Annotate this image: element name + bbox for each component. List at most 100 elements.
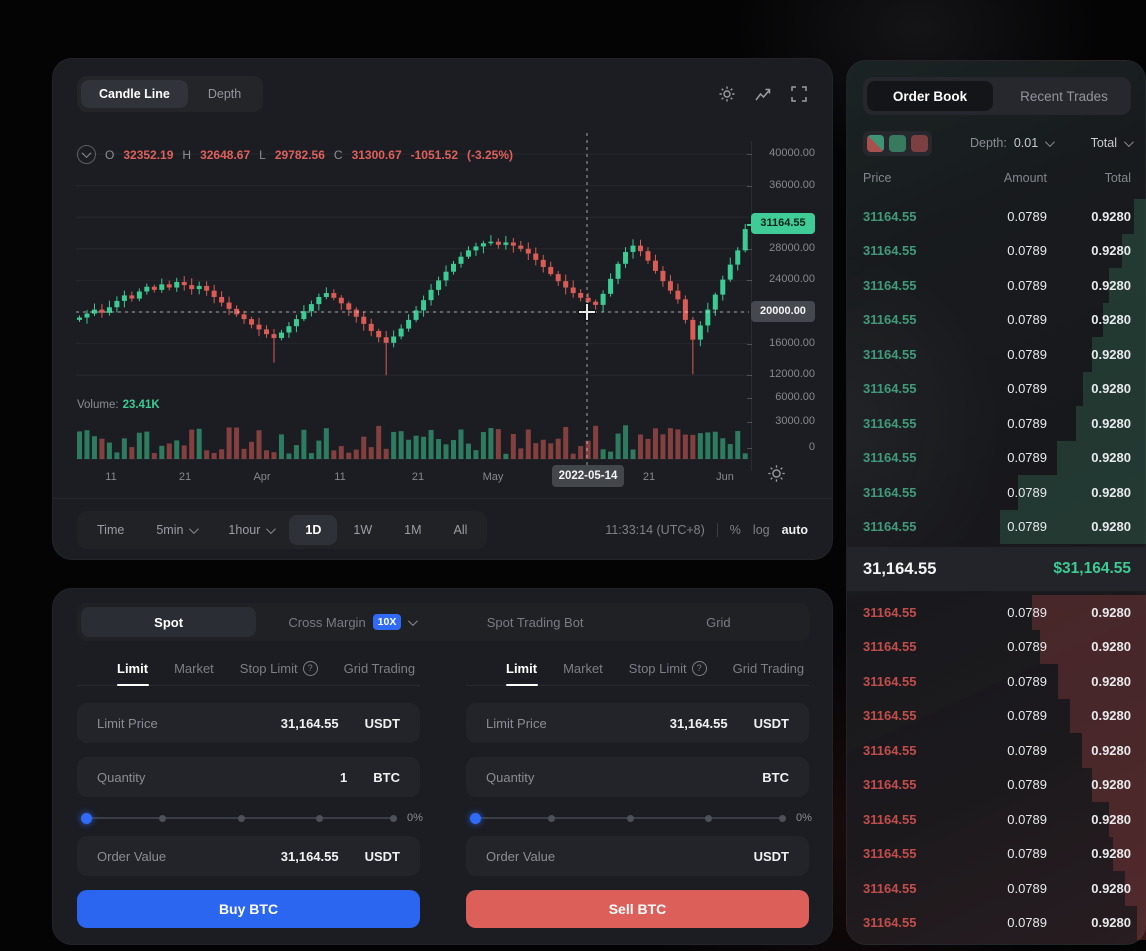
tab-market[interactable]: Market [563, 660, 603, 676]
tab-stop-limit[interactable]: Stop Limit? [240, 651, 318, 685]
tab-spot[interactable]: Spot [81, 607, 257, 637]
ask-price: 31164.55 [863, 450, 917, 466]
depth-bar [1057, 440, 1146, 475]
bid-total: 0.9280 [1091, 915, 1131, 931]
amount-slider[interactable] [470, 811, 786, 825]
bid-amount: 0.0789 [1007, 846, 1047, 862]
slider-handle[interactable] [470, 812, 481, 824]
ask-total: 0.9280 [1091, 415, 1131, 431]
sun-icon[interactable] [767, 464, 786, 488]
ask-total: 0.9280 [1091, 450, 1131, 466]
ask-row[interactable]: 31164.55 0.0789 0.9280 [847, 406, 1146, 441]
amount-slider[interactable] [81, 811, 397, 825]
bid-row[interactable]: 31164.55 0.0789 0.9280 [847, 802, 1146, 837]
limit-price-field[interactable]: Limit Price 31,164.55 USDT [77, 703, 420, 743]
tf-5min-dropdown[interactable]: 5min [140, 515, 212, 545]
bid-price: 31164.55 [863, 604, 917, 620]
divider [716, 523, 718, 537]
bids-list: 31164.55 0.0789 0.9280 31164.55 0.0789 0… [847, 595, 1146, 940]
last-price: 31,164.55 [863, 559, 937, 578]
ask-row[interactable]: 31164.55 0.0789 0.9280 [847, 233, 1146, 268]
bid-total: 0.9280 [1091, 708, 1131, 724]
tf-time[interactable]: Time [97, 523, 125, 537]
bid-price: 31164.55 [863, 811, 917, 827]
bid-row[interactable]: 31164.55 0.0789 0.9280 [847, 733, 1146, 768]
quantity-field[interactable]: Quantity 1 BTC [77, 757, 420, 797]
depth-bar [1076, 406, 1146, 441]
ask-amount: 0.0789 [1007, 208, 1047, 224]
total-select[interactable]: Total [1091, 136, 1134, 150]
split-view-icon[interactable] [867, 134, 884, 152]
tab-grid-trading[interactable]: Grid Trading [343, 660, 416, 676]
ask-row[interactable]: 31164.55 0.0789 0.9280 [847, 475, 1146, 510]
tab-depth[interactable]: Depth [207, 87, 242, 101]
tab-grid[interactable]: Grid [706, 614, 731, 630]
order-value-field[interactable]: Order Value USDT [466, 836, 809, 876]
bid-row[interactable]: 31164.55 0.0789 0.9280 [847, 836, 1146, 871]
order-value-field[interactable]: Order Value 31,164.55 USDT [77, 836, 420, 876]
tab-candle-line[interactable]: Candle Line [81, 80, 188, 108]
ask-row[interactable]: 31164.55 0.0789 0.9280 [847, 337, 1146, 372]
ask-row[interactable]: 31164.55 0.0789 0.9280 [847, 509, 1146, 544]
bid-amount: 0.0789 [1007, 777, 1047, 793]
bid-price: 31164.55 [863, 777, 917, 793]
ask-row[interactable]: 31164.55 0.0789 0.9280 [847, 199, 1146, 234]
tf-1w[interactable]: 1W [353, 523, 373, 537]
candlestick-chart[interactable] [76, 133, 749, 471]
depth-bar [1070, 698, 1146, 733]
gear-icon[interactable] [718, 85, 736, 103]
bid-amount: 0.0789 [1007, 639, 1047, 655]
tf-1hour-dropdown[interactable]: 1hour [212, 515, 289, 545]
fullscreen-icon[interactable] [790, 85, 808, 103]
ask-total: 0.9280 [1091, 381, 1131, 397]
quantity-field[interactable]: Quantity BTC [466, 757, 809, 797]
ask-row[interactable]: 31164.55 0.0789 0.9280 [847, 371, 1146, 406]
tf-1d[interactable]: 1D [289, 515, 338, 545]
bids-view-icon[interactable] [911, 134, 928, 152]
tab-spot-trading-bot[interactable]: Spot Trading Bot [486, 614, 584, 630]
ask-amount: 0.0789 [1007, 381, 1047, 397]
chevron-down-circle-icon[interactable] [77, 145, 96, 164]
limit-price-field[interactable]: Limit Price 31,164.55 USDT [466, 703, 809, 743]
sell-button[interactable]: Sell BTC [466, 890, 809, 928]
bid-row[interactable]: 31164.55 0.0789 0.9280 [847, 664, 1146, 699]
auto-toggle[interactable]: auto [781, 523, 808, 537]
tf-1m[interactable]: 1M [404, 523, 422, 537]
tab-cross-margin[interactable]: Cross Margin 10X [264, 607, 439, 637]
ask-price: 31164.55 [863, 243, 917, 259]
buy-button[interactable]: Buy BTC [77, 890, 420, 928]
bid-row[interactable]: 31164.55 0.0789 0.9280 [847, 905, 1146, 940]
bid-row[interactable]: 31164.55 0.0789 0.9280 [847, 595, 1146, 630]
chevron-down-icon [408, 615, 419, 626]
log-toggle[interactable]: log [752, 523, 770, 537]
order-type-tabs: Limit Market Stop Limit? Grid Trading [77, 651, 420, 686]
ask-row[interactable]: 31164.55 0.0789 0.9280 [847, 268, 1146, 303]
trend-line-icon[interactable] [754, 85, 772, 103]
percent-toggle[interactable]: % [729, 523, 741, 537]
last-price-row: 31,164.55 $31,164.55 [847, 547, 1146, 591]
ask-row[interactable]: 31164.55 0.0789 0.9280 [847, 302, 1146, 337]
ask-row[interactable]: 31164.55 0.0789 0.9280 [847, 440, 1146, 475]
bid-total: 0.9280 [1091, 673, 1131, 689]
ask-price: 31164.55 [863, 346, 917, 362]
slider-handle[interactable] [81, 812, 92, 824]
bid-amount: 0.0789 [1007, 742, 1047, 758]
bid-row[interactable]: 31164.55 0.0789 0.9280 [847, 698, 1146, 733]
bid-row[interactable]: 31164.55 0.0789 0.9280 [847, 871, 1146, 906]
tab-grid-trading[interactable]: Grid Trading [732, 660, 805, 676]
tf-all[interactable]: All [453, 523, 468, 537]
tab-market[interactable]: Market [174, 660, 214, 676]
tab-order-book[interactable]: Order Book [867, 81, 993, 111]
tab-recent-trades[interactable]: Recent Trades [1020, 88, 1108, 104]
tab-limit[interactable]: Limit [506, 651, 537, 685]
asks-view-icon[interactable] [889, 134, 906, 152]
bid-total: 0.9280 [1091, 846, 1131, 862]
bid-row[interactable]: 31164.55 0.0789 0.9280 [847, 629, 1146, 664]
tab-limit[interactable]: Limit [117, 651, 148, 685]
bid-row[interactable]: 31164.55 0.0789 0.9280 [847, 767, 1146, 802]
tab-stop-limit[interactable]: Stop Limit? [629, 651, 707, 685]
depth-select[interactable]: Depth: 0.01 [970, 136, 1056, 150]
ask-total: 0.9280 [1091, 208, 1131, 224]
